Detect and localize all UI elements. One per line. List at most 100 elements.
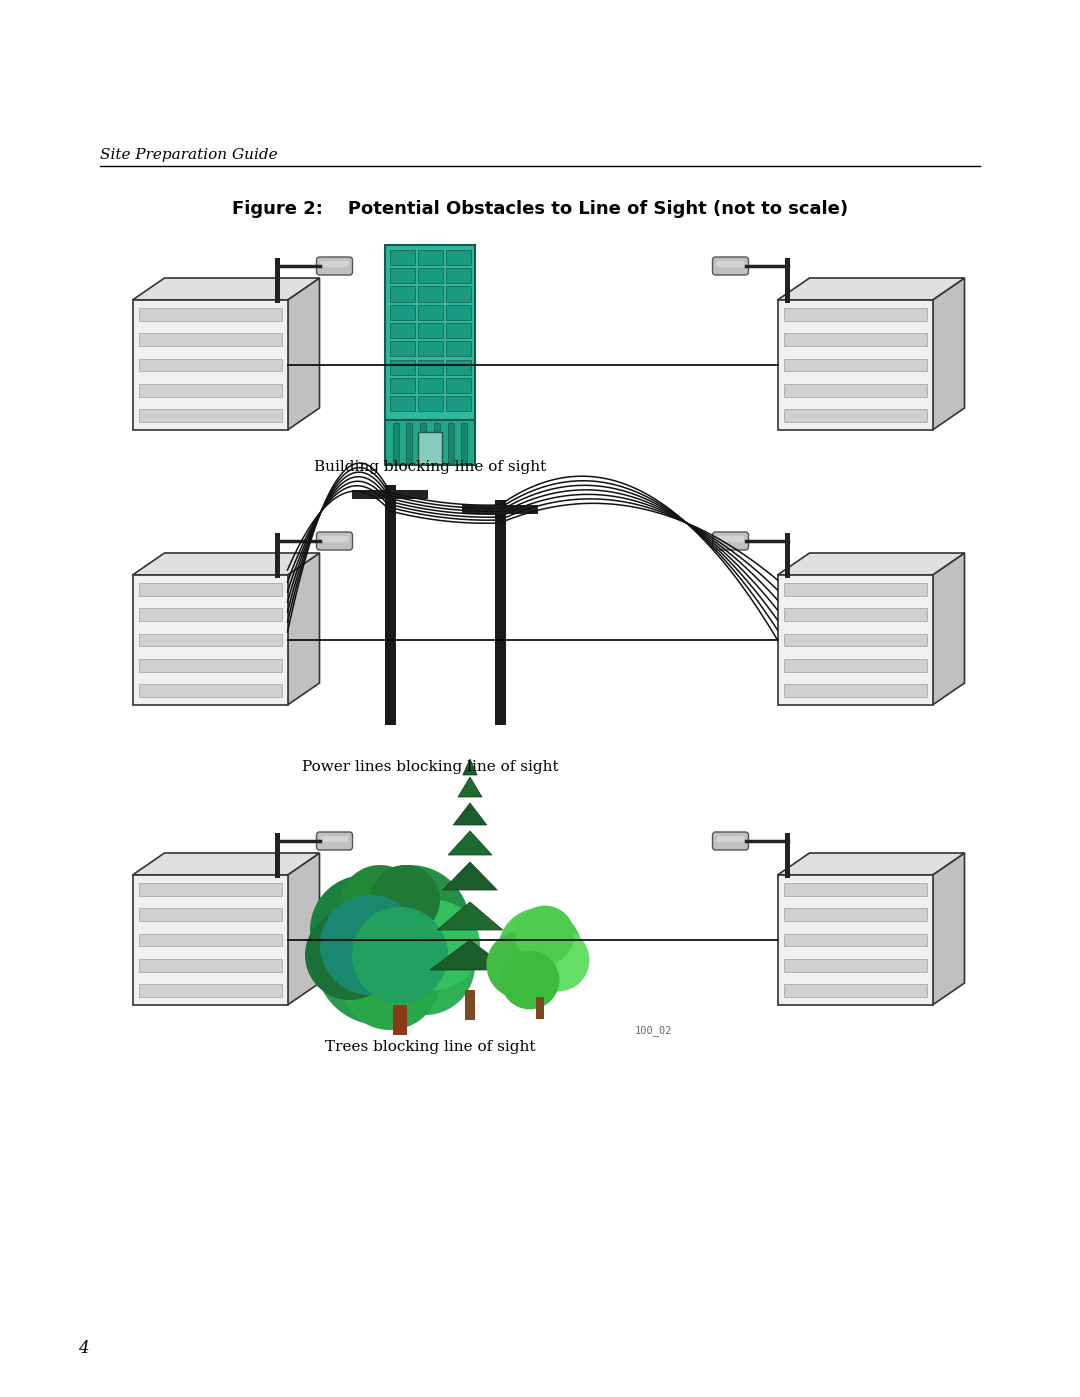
Bar	[446, 377, 471, 393]
Bar	[418, 286, 443, 302]
Circle shape	[340, 930, 440, 1030]
Bar	[390, 341, 415, 356]
Circle shape	[498, 908, 582, 992]
Polygon shape	[437, 902, 503, 930]
Polygon shape	[454, 803, 487, 826]
Bar	[446, 397, 471, 412]
Bar	[138, 334, 282, 346]
Bar	[390, 377, 415, 393]
Bar	[138, 883, 282, 895]
Bar	[133, 576, 287, 705]
Bar	[418, 323, 443, 338]
Bar	[275, 833, 280, 877]
Circle shape	[527, 929, 590, 992]
Bar	[390, 250, 415, 265]
Bar	[138, 583, 282, 595]
Bar	[418, 397, 443, 412]
Bar	[393, 1004, 407, 1035]
Polygon shape	[778, 553, 964, 576]
Bar	[778, 875, 932, 1004]
Circle shape	[320, 895, 420, 995]
Polygon shape	[287, 553, 320, 705]
Bar	[418, 377, 443, 393]
Bar	[783, 384, 927, 397]
FancyBboxPatch shape	[716, 835, 744, 842]
Bar	[447, 423, 454, 462]
Bar	[133, 300, 287, 430]
FancyBboxPatch shape	[316, 257, 352, 275]
Bar	[384, 420, 475, 465]
Polygon shape	[458, 777, 482, 798]
Bar	[138, 958, 282, 972]
Bar	[536, 997, 544, 1018]
Circle shape	[486, 932, 554, 999]
FancyBboxPatch shape	[316, 833, 352, 849]
Polygon shape	[287, 854, 320, 1004]
Text: Trees blocking line of sight: Trees blocking line of sight	[325, 1039, 536, 1053]
FancyBboxPatch shape	[321, 261, 349, 267]
Bar	[275, 258, 280, 303]
Bar	[783, 883, 927, 895]
Text: Power lines blocking line of sight: Power lines blocking line of sight	[301, 760, 558, 774]
Bar	[783, 933, 927, 946]
Bar	[446, 250, 471, 265]
Bar	[138, 908, 282, 921]
Text: 100_02: 100_02	[635, 1025, 673, 1037]
Bar	[138, 307, 282, 321]
Bar	[418, 268, 443, 284]
Bar	[138, 685, 282, 697]
Bar	[783, 985, 927, 997]
Bar	[785, 258, 789, 303]
Text: Site Preparation Guide: Site Preparation Guide	[100, 148, 278, 162]
Bar	[390, 397, 415, 412]
Text: Figure 2:    Potential Obstacles to Line of Sight (not to scale): Figure 2: Potential Obstacles to Line of…	[232, 200, 848, 218]
Bar	[785, 534, 789, 578]
Circle shape	[501, 950, 559, 1010]
Bar	[783, 359, 927, 372]
Bar	[138, 384, 282, 397]
Polygon shape	[778, 854, 964, 875]
Bar	[418, 250, 443, 265]
Bar	[138, 933, 282, 946]
Circle shape	[350, 865, 470, 985]
Bar	[778, 300, 932, 430]
FancyBboxPatch shape	[713, 257, 748, 275]
Bar	[393, 423, 399, 462]
Circle shape	[310, 875, 420, 985]
Bar	[138, 659, 282, 672]
Bar	[138, 634, 282, 647]
Bar	[446, 323, 471, 338]
Bar	[783, 608, 927, 622]
Polygon shape	[430, 940, 510, 970]
Bar	[133, 875, 287, 1004]
Bar	[461, 423, 468, 462]
Circle shape	[370, 865, 440, 935]
Bar	[783, 659, 927, 672]
Bar	[783, 685, 927, 697]
Bar	[390, 305, 415, 320]
Bar	[352, 490, 428, 499]
Bar	[390, 286, 415, 302]
Bar	[138, 409, 282, 422]
Bar	[783, 334, 927, 346]
Bar	[420, 423, 427, 462]
FancyBboxPatch shape	[716, 536, 744, 542]
Bar	[783, 908, 927, 921]
FancyBboxPatch shape	[716, 261, 744, 267]
Bar	[446, 286, 471, 302]
Bar	[406, 423, 413, 462]
Bar	[418, 341, 443, 356]
FancyBboxPatch shape	[321, 536, 349, 542]
Bar	[446, 268, 471, 284]
Bar	[783, 583, 927, 595]
Bar	[446, 341, 471, 356]
Bar	[783, 409, 927, 422]
Bar	[783, 958, 927, 972]
Polygon shape	[932, 278, 964, 430]
Bar	[783, 634, 927, 647]
Circle shape	[305, 909, 395, 1000]
Polygon shape	[133, 553, 320, 576]
Bar	[418, 305, 443, 320]
Bar	[418, 432, 442, 464]
Bar	[465, 990, 475, 1020]
